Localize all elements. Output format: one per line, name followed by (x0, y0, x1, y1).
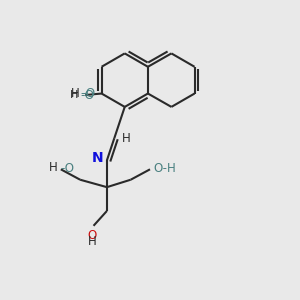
Text: H: H (69, 90, 78, 100)
Text: -O: -O (60, 162, 74, 175)
Text: N: N (92, 151, 103, 165)
Text: H: H (70, 87, 79, 100)
Text: H: H (122, 132, 130, 145)
Text: H: H (49, 161, 58, 174)
Text: O-H: O-H (154, 162, 176, 175)
Text: H: H (88, 235, 96, 248)
Text: –O: –O (81, 87, 96, 100)
Text: O: O (87, 230, 97, 242)
Text: -O: -O (81, 88, 95, 101)
